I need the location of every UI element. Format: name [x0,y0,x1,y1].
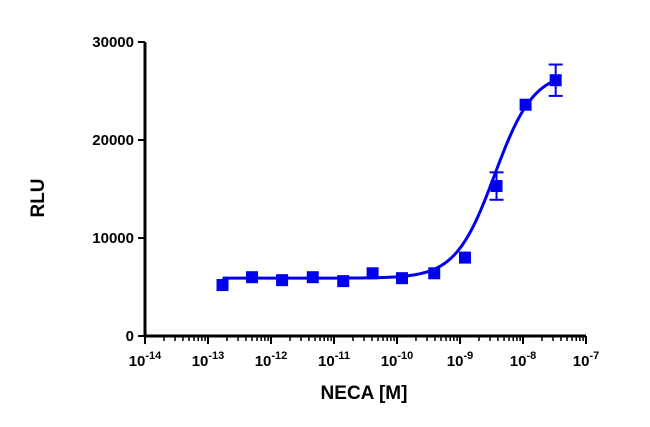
x-tick-label-3: 10-11 [318,350,350,370]
y-axis-title: RLU [28,178,49,217]
x-ticks: 10-14 10-13 10-12 10-11 10-10 10-9 10-8 10-7 [129,336,599,370]
data-points [216,63,563,292]
y-tick-label-1: 10000 [92,230,134,247]
data-point-11 [549,74,562,87]
data-point-5 [366,267,379,280]
y-tick-label-2: 20000 [92,132,134,149]
x-tick-label-5: 10-9 [447,350,473,370]
data-point-7 [428,267,441,280]
data-point-0 [216,279,229,292]
x-tick-label-1: 10-13 [192,350,225,370]
y-tick-label-3: 30000 [92,34,134,51]
data-point-8 [458,251,471,264]
y-tick-label-0: 0 [126,328,134,345]
data-point-3 [306,271,319,284]
x-tick-label-6: 10-8 [510,350,536,370]
data-point-9 [490,180,503,193]
x-tick-label-7: 10-7 [573,350,599,370]
data-point-10 [519,98,532,111]
x-tick-label-4: 10-10 [381,350,414,370]
x-tick-label-0: 10-14 [129,350,162,370]
y-ticks: 0 10000 20000 30000 [92,34,145,345]
x-tick-label-2: 10-12 [255,350,288,370]
x-axis-title: NECA [M] [321,383,408,404]
data-point-1 [246,271,259,284]
data-point-2 [276,274,289,287]
fit-curve-0 [222,78,557,280]
fit-curve-group [222,78,557,280]
data-point-6 [395,272,408,285]
data-point-4 [337,275,350,288]
